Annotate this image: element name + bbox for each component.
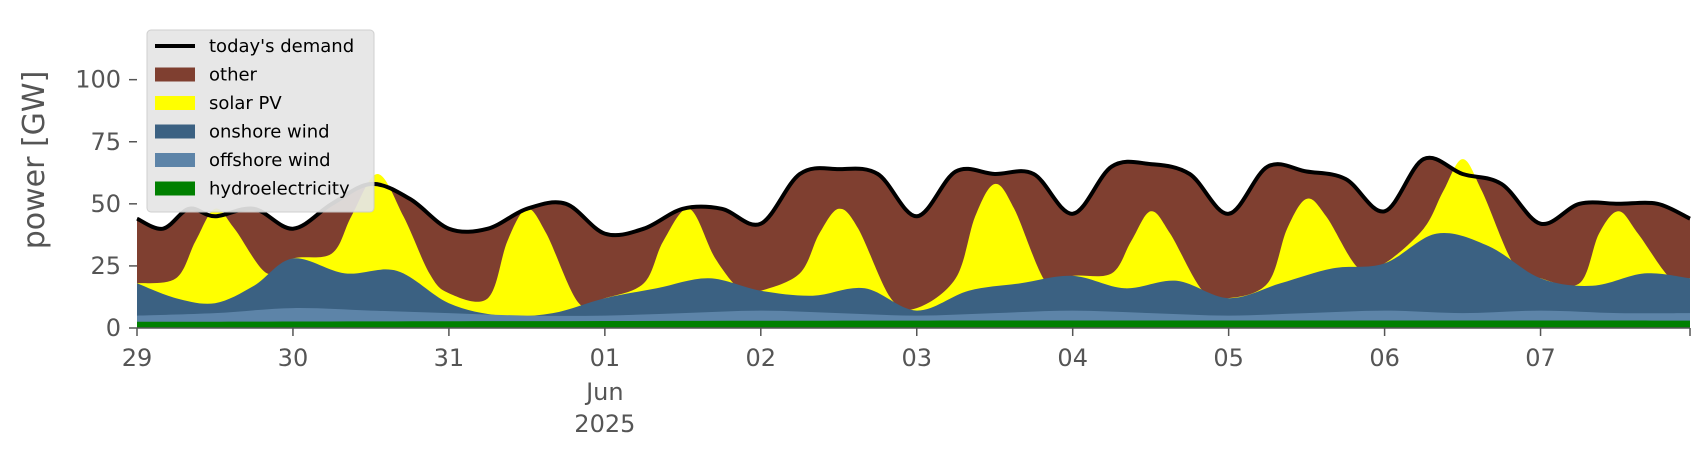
y-tick-label: 50 — [90, 190, 121, 218]
legend-label-other: other — [209, 65, 258, 86]
x-tick-label: 30 — [278, 344, 309, 372]
legend-label-today-s-demand: today's demand — [209, 36, 354, 57]
legend: today's demand other solar PV onshore wind o… — [146, 29, 375, 213]
x-tick-year-label: 2025 — [574, 410, 635, 438]
x-tick-label: 04 — [1057, 344, 1088, 372]
legend-swatch-hydroelectricity — [155, 181, 195, 196]
x-tick-label: 07 — [1525, 344, 1556, 372]
legend-label-onshore-wind: onshore wind — [209, 122, 330, 143]
x-tick-label: 01 — [590, 344, 621, 372]
legend-swatch-onshore-wind — [155, 124, 195, 139]
x-tick-month-label: Jun — [584, 378, 624, 406]
legend-swatch-solar-pv — [155, 96, 195, 110]
area-hydroelectricity — [137, 320, 1690, 328]
x-tick-label: 31 — [434, 344, 465, 372]
legend-swatch-other — [155, 67, 195, 82]
legend-box — [146, 29, 375, 213]
y-tick-label: 100 — [75, 66, 121, 94]
legend-label-hydroelectricity: hydroelectricity — [209, 179, 350, 200]
legend-swatch-offshore-wind — [155, 153, 195, 167]
y-axis-label: power [GW] — [17, 71, 52, 250]
axes: 0 25 50 75 100 29 30 31 01 Jun 2025 02 03 04 05 06 07 — [75, 66, 1691, 438]
x-tick-label: 02 — [746, 344, 777, 372]
area-onshore-wind — [137, 232, 1690, 328]
x-tick-label: 03 — [901, 344, 932, 372]
x-tick-label: 29 — [122, 344, 153, 372]
legend-label-offshore-wind: offshore wind — [209, 150, 331, 171]
x-tick-label: 05 — [1213, 344, 1244, 372]
y-tick-label: 75 — [90, 128, 121, 156]
y-tick-label: 25 — [90, 252, 121, 280]
stacked-areas — [137, 157, 1690, 328]
legend-label-solar-pv: solar PV — [209, 93, 282, 114]
y-tick-label: 0 — [106, 314, 121, 342]
x-tick-label: 06 — [1369, 344, 1400, 372]
